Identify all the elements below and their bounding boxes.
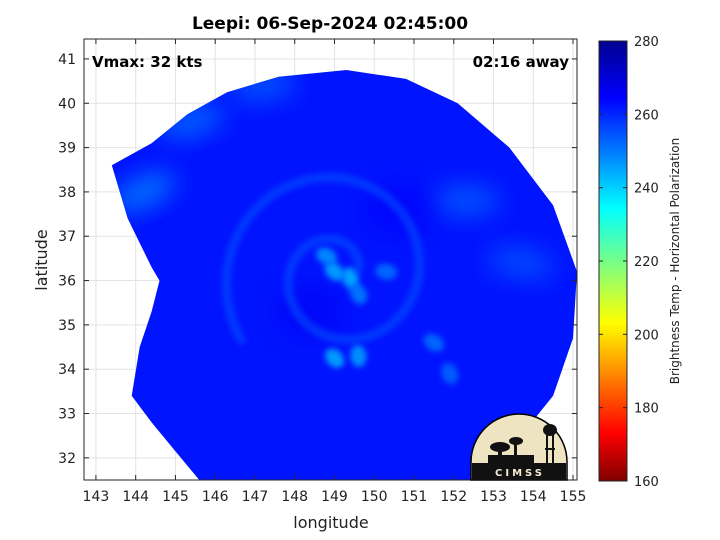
x-tick-label: 147 bbox=[242, 489, 269, 505]
swath bbox=[111, 70, 577, 480]
brightness-features bbox=[112, 70, 555, 385]
y-axis-label: latitude bbox=[32, 229, 51, 290]
y-tick-label: 38 bbox=[58, 185, 76, 201]
logo-text: CIMSS bbox=[495, 468, 545, 479]
y-tick-label: 35 bbox=[58, 318, 76, 334]
x-tick-label: 144 bbox=[122, 489, 149, 505]
x-tick-label: 155 bbox=[560, 489, 587, 505]
x-tick-labels: 143 144 145 146 147 148 149 150 151 152 153 154 155 bbox=[83, 489, 587, 505]
x-tick-label: 149 bbox=[321, 489, 348, 505]
x-tick-label: 152 bbox=[440, 489, 467, 505]
colorbar-tick-label: 200 bbox=[634, 328, 659, 343]
tb-feature-cloud-band bbox=[487, 245, 555, 280]
colorbar-tick-label: 280 bbox=[634, 35, 659, 50]
colorbar-tick-label: 180 bbox=[634, 402, 659, 417]
x-tick-label: 150 bbox=[361, 489, 388, 505]
y-tick-label: 40 bbox=[58, 96, 76, 112]
tb-feature-convection bbox=[375, 263, 398, 280]
tb-feature-convection bbox=[423, 333, 445, 352]
tb-feature-convection bbox=[324, 262, 345, 282]
colorbar-gradient bbox=[598, 40, 628, 482]
tb-feature-convection bbox=[349, 283, 368, 305]
vmax-annotation: Vmax: 32 kts bbox=[92, 53, 202, 71]
x-axis-label: longitude bbox=[293, 513, 368, 532]
plot-area bbox=[83, 38, 578, 481]
x-tick-label: 146 bbox=[202, 489, 229, 505]
tb-feature-convection bbox=[350, 344, 367, 367]
y-tick-label: 36 bbox=[58, 274, 76, 290]
spiral-band bbox=[221, 172, 425, 346]
cimss-logo: CIMSS bbox=[470, 413, 568, 481]
y-tick-labels: 32 33 34 35 36 37 38 39 40 41 bbox=[58, 52, 76, 467]
y-tick-label: 37 bbox=[58, 229, 76, 245]
x-tick-label: 145 bbox=[162, 489, 189, 505]
y-tick-label: 34 bbox=[58, 362, 76, 378]
colorbar-tick-label: 220 bbox=[634, 255, 659, 270]
tb-feature-cloud-band bbox=[112, 171, 175, 213]
tb-feature-cloud-band bbox=[431, 184, 500, 217]
tb-feature-convection bbox=[324, 348, 344, 368]
tb-feature-convection bbox=[316, 247, 338, 265]
chart-title: Leepi: 06-Sep-2024 02:45:00 bbox=[192, 14, 468, 34]
x-tick-label: 153 bbox=[480, 489, 507, 505]
logo-building-icon bbox=[472, 424, 566, 480]
colorbar-tick-label: 260 bbox=[634, 108, 659, 123]
colorbar-label: Brightness Temp - Horizontal Polarizatio… bbox=[668, 138, 682, 385]
colorbar-tick-label: 240 bbox=[634, 182, 659, 197]
x-tick-label: 151 bbox=[401, 489, 428, 505]
time-away-annotation: 02:16 away bbox=[473, 53, 570, 71]
x-tick-label: 154 bbox=[520, 489, 547, 505]
tb-feature-convection bbox=[441, 362, 459, 385]
colorbar-ticks: 160 180 200 220 240 260 280 bbox=[599, 35, 659, 490]
colorbar-tick-label: 160 bbox=[634, 475, 659, 490]
y-tick-label: 32 bbox=[58, 451, 76, 467]
x-tick-label: 148 bbox=[281, 489, 308, 505]
plot-frame bbox=[83, 38, 578, 481]
y-tick-label: 41 bbox=[58, 52, 76, 68]
y-tick-label: 39 bbox=[58, 141, 76, 157]
x-tick-label: 143 bbox=[83, 489, 110, 505]
colorbar: 160 180 200 220 240 260 280 Brightness Temp - … bbox=[598, 35, 682, 490]
y-tick-label: 33 bbox=[58, 407, 76, 423]
